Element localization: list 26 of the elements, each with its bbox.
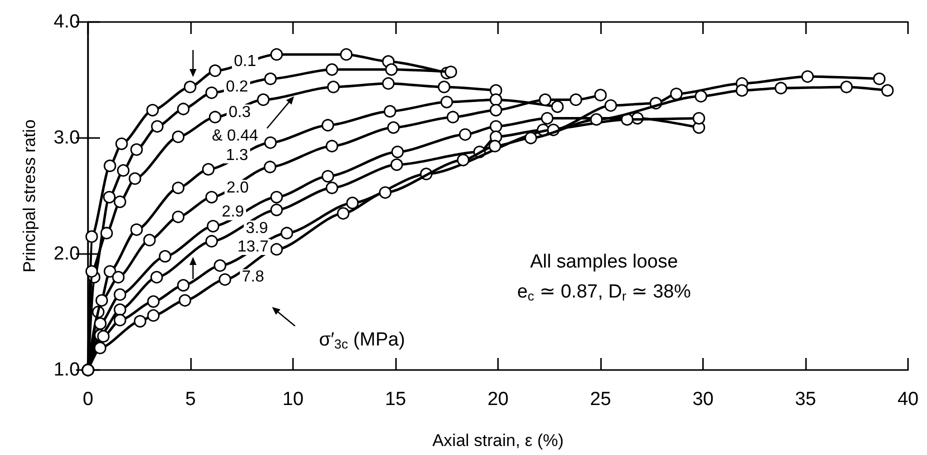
- y-tick-label: 4.0: [54, 12, 80, 32]
- x-tick-label: 0: [82, 389, 94, 410]
- x-tick-label: 30: [692, 389, 714, 410]
- x-tick-label: 20: [487, 389, 509, 410]
- x-tick-label: 5: [185, 389, 196, 410]
- x-tick-label: 10: [282, 389, 304, 410]
- x-tick-label: 15: [384, 389, 406, 410]
- annotation: 13.7: [237, 238, 269, 256]
- y-tick-label: 2.0: [54, 244, 80, 264]
- x-tick-label: 35: [794, 389, 816, 410]
- x-axis-title: Axial strain, ε (%): [432, 431, 564, 450]
- annotation: All samples loose: [530, 252, 678, 272]
- annotation: 2.0: [226, 179, 249, 196]
- annotation: & 0.44: [212, 128, 258, 145]
- annotation: 1.3: [226, 146, 248, 164]
- x-tick-label: 25: [590, 389, 612, 410]
- y-tick-label: 3.0: [54, 128, 80, 148]
- annotation: 0.2: [226, 78, 248, 96]
- annotation: 0.3: [228, 104, 251, 121]
- annotation: 7.8: [242, 268, 264, 286]
- y-axis-title: Principal stress ratio: [20, 119, 39, 273]
- y-tick-label: 1.0: [54, 360, 80, 380]
- x-tick-label: 40: [897, 389, 919, 410]
- annotation: 3.9: [246, 220, 268, 237]
- annotation: 2.9: [222, 204, 244, 221]
- annotation: 0.1: [234, 52, 256, 70]
